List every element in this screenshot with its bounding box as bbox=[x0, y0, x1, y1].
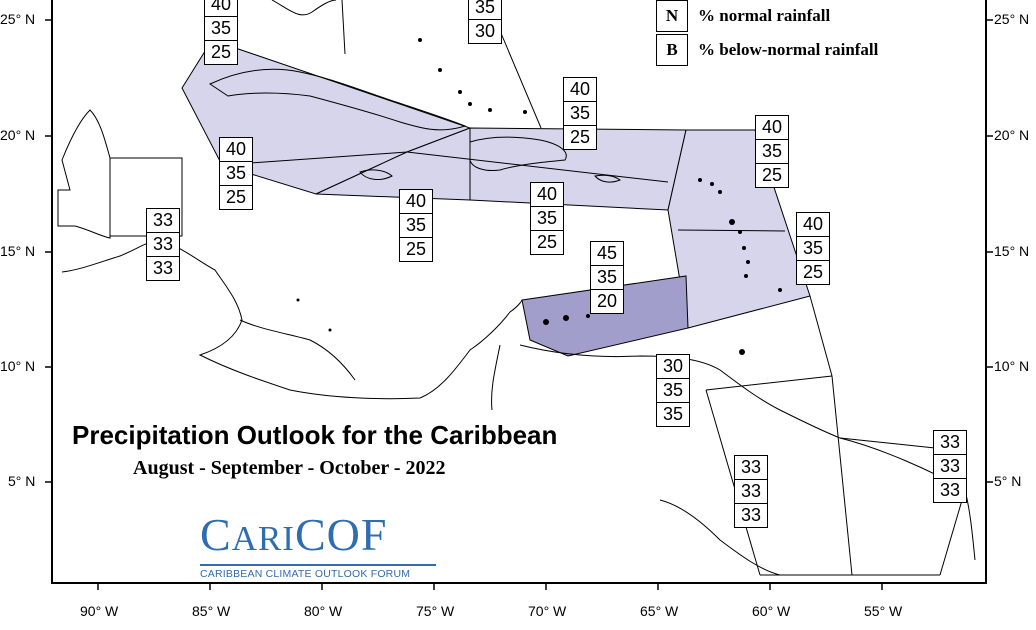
islands bbox=[296, 38, 782, 355]
lon-label-85w: 85° W bbox=[192, 603, 231, 619]
legend-key-below: B bbox=[656, 34, 688, 66]
legend-key-normal: N bbox=[656, 0, 688, 32]
prob-value: 40 bbox=[756, 116, 788, 140]
lon-label-90w: 90° W bbox=[80, 603, 119, 619]
prob-value: 33 bbox=[735, 456, 767, 480]
map-title: Precipitation Outlook for the Caribbean bbox=[72, 420, 558, 450]
logo-wordmark: CARICOF bbox=[200, 512, 436, 562]
prob-box-hispaniola-north: 40 35 25 bbox=[563, 77, 597, 150]
logo-rule bbox=[200, 564, 436, 566]
prob-value: 40 bbox=[220, 138, 252, 162]
prob-box-trinidad: 30 35 35 bbox=[656, 354, 690, 427]
prob-value: 30 bbox=[474, 21, 496, 41]
lat-label-left-25n: 25° N bbox=[0, 11, 36, 27]
prob-value: 33 bbox=[735, 480, 767, 504]
prob-box-cuba: 40 35 25 bbox=[219, 137, 253, 210]
prob-value: 45 bbox=[591, 242, 623, 266]
zone-lines bbox=[110, 0, 966, 576]
lat-label-left-5n: 5° N bbox=[8, 473, 36, 489]
lon-label-55w: 55° W bbox=[864, 603, 903, 619]
prob-box-abc-islands: 45 35 20 bbox=[590, 241, 624, 314]
prob-value: 20 bbox=[596, 291, 618, 311]
prob-value: 35 bbox=[797, 237, 829, 261]
zone-leewards-windwards bbox=[667, 129, 811, 329]
lon-label-70w: 70° W bbox=[528, 603, 567, 619]
prob-value: 40 bbox=[531, 183, 563, 207]
lon-label-75w: 75° W bbox=[416, 603, 455, 619]
prob-value: 25 bbox=[210, 42, 232, 62]
lat-label-right-15n: 15° N bbox=[994, 243, 1030, 259]
lat-label-right-20n: 20° N bbox=[994, 127, 1030, 143]
lat-label-right-10n: 10° N bbox=[994, 358, 1030, 374]
axis-ticks bbox=[45, 19, 993, 590]
prob-value: 25 bbox=[569, 127, 591, 147]
prob-value: 33 bbox=[740, 505, 762, 525]
prob-value: 40 bbox=[400, 190, 432, 214]
legend-below: B % below-normal rainfall bbox=[656, 34, 878, 66]
prob-box-northern-leewards: 40 35 25 bbox=[755, 115, 789, 188]
prob-value: 35 bbox=[657, 379, 689, 403]
lat-label-right-25n: 25° N bbox=[994, 11, 1030, 27]
prob-value: 35 bbox=[531, 207, 563, 231]
prob-value: 25 bbox=[761, 165, 783, 185]
prob-box-atlantic-north: 35 30 bbox=[468, 0, 502, 44]
prob-value: 33 bbox=[147, 209, 179, 233]
prob-box-belize: 33 33 33 bbox=[146, 208, 180, 281]
legend-text-normal: % normal rainfall bbox=[698, 6, 831, 25]
lon-label-65w: 65° W bbox=[640, 603, 679, 619]
prob-box-jamaica: 40 35 25 bbox=[399, 189, 433, 262]
prob-value: 35 bbox=[591, 266, 623, 290]
map-border bbox=[51, 0, 987, 584]
prob-value: 25 bbox=[802, 262, 824, 282]
logo-full-name: CARIBBEAN CLIMATE OUTLOOK FORUM bbox=[200, 568, 411, 580]
prob-value: 35 bbox=[662, 404, 684, 424]
map-subtitle: August - September - October - 2022 bbox=[133, 457, 446, 479]
prob-value: 33 bbox=[934, 455, 966, 479]
forecast-zones bbox=[181, 39, 811, 357]
logo-letter-c: C bbox=[200, 509, 232, 560]
prob-value: 33 bbox=[147, 233, 179, 257]
legend-normal: N % normal rainfall bbox=[656, 0, 830, 32]
prob-value: 35 bbox=[756, 140, 788, 164]
caricof-logo: CARICOF CARIBBEAN CLIMATE OUTLOOK FORUM bbox=[200, 512, 436, 580]
prob-box-hispaniola-south: 40 35 25 bbox=[530, 182, 564, 255]
lat-label-right-5n: 5° N bbox=[994, 473, 1022, 489]
prob-value: 33 bbox=[939, 480, 961, 500]
lat-label-left-15n: 15° N bbox=[0, 243, 36, 259]
legend-text-below: % below-normal rainfall bbox=[698, 40, 879, 59]
prob-value: 35 bbox=[220, 162, 252, 186]
prob-value: 25 bbox=[225, 187, 247, 207]
logo-letters-cof: COF bbox=[294, 509, 388, 560]
prob-value: 35 bbox=[564, 102, 596, 126]
prob-value: 30 bbox=[657, 355, 689, 379]
zone-abc-islands bbox=[521, 275, 689, 357]
prob-value: 40 bbox=[797, 213, 829, 237]
prob-value: 35 bbox=[205, 17, 237, 41]
lat-label-left-20n: 20° N bbox=[0, 127, 36, 143]
prob-value: 40 bbox=[205, 0, 237, 17]
prob-value: 33 bbox=[152, 258, 174, 278]
prob-value: 35 bbox=[469, 0, 501, 20]
prob-value: 25 bbox=[405, 239, 427, 259]
lon-label-60w: 60° W bbox=[752, 603, 791, 619]
prob-box-bahamas-north: 40 35 25 bbox=[204, 0, 238, 65]
prob-value: 33 bbox=[934, 431, 966, 455]
lat-label-left-10n: 10° N bbox=[0, 358, 36, 374]
prob-box-guyana: 33 33 33 bbox=[734, 455, 768, 528]
prob-value: 25 bbox=[536, 232, 558, 252]
prob-value: 40 bbox=[564, 78, 596, 102]
lon-label-80w: 80° W bbox=[304, 603, 343, 619]
prob-box-french-guiana: 33 33 33 bbox=[933, 430, 967, 503]
prob-value: 35 bbox=[400, 214, 432, 238]
prob-box-windwards: 40 35 25 bbox=[796, 212, 830, 285]
logo-letters-ari: ARI bbox=[231, 519, 295, 558]
